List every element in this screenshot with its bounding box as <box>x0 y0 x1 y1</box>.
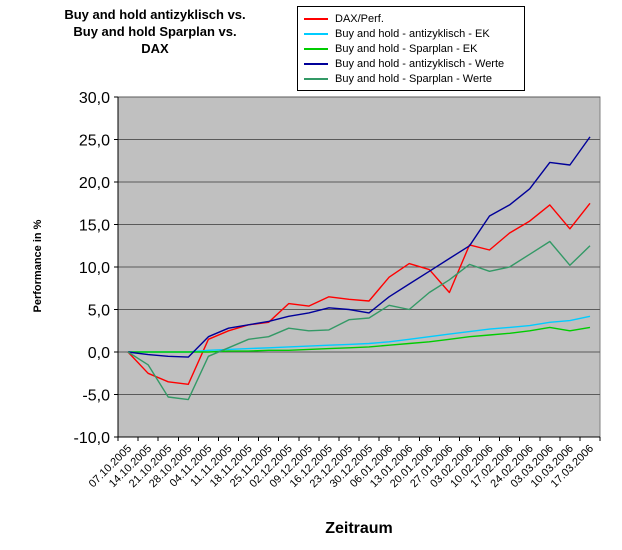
legend-label: Buy and hold - Sparplan - EK <box>335 42 478 55</box>
legend-item: DAX/Perf. <box>304 11 518 26</box>
y-tick-label: 30,0 <box>79 90 110 107</box>
legend-line-sample <box>304 32 328 35</box>
y-tick-label: 15,0 <box>79 218 110 235</box>
legend-line-sample <box>304 17 328 20</box>
y-tick-label: 10,0 <box>79 260 110 277</box>
y-tick-label: 20,0 <box>79 175 110 192</box>
chart-title-line: DAX <box>141 41 169 56</box>
legend-item: Buy and hold - antizyklisch - Werte <box>304 56 518 71</box>
legend-label: Buy and hold - antizyklisch - EK <box>335 27 490 40</box>
x-axis-title: Zeitraum <box>325 520 393 537</box>
series-line-2 <box>128 326 591 353</box>
legend-label: Buy and hold - antizyklisch - Werte <box>335 57 505 70</box>
legend-item: Buy and hold - antizyklisch - EK <box>304 26 518 41</box>
y-axis-title: Performance in % <box>32 219 44 313</box>
series-line-4 <box>127 240 591 401</box>
y-tick-label: -5,0 <box>82 388 110 405</box>
legend-item: Buy and hold - Sparplan - EK <box>304 41 518 56</box>
chart-title: Buy and hold antizyklisch vs. Buy and ho… <box>10 6 300 57</box>
legend-label: DAX/Perf. <box>335 12 384 25</box>
series-line-0 <box>127 202 591 385</box>
legend-label: Buy and hold - Sparplan - Werte <box>335 72 492 85</box>
chart-title-line: Buy and hold Sparplan vs. <box>73 24 237 39</box>
chart-title-line: Buy and hold antizyklisch vs. <box>64 7 246 22</box>
legend-line-sample <box>304 47 328 50</box>
legend-item: Buy and hold - Sparplan - Werte <box>304 71 518 86</box>
legend: DAX/Perf. Buy and hold - antizyklisch - E… <box>297 6 525 91</box>
y-tick-label: 25,0 <box>79 133 110 150</box>
legend-line-sample <box>304 62 328 65</box>
series-line-3 <box>127 136 591 358</box>
y-tick-label: 5,0 <box>88 303 110 320</box>
legend-line-sample <box>304 77 328 80</box>
series-line-1 <box>128 315 591 353</box>
y-tick-label: -10,0 <box>74 430 111 447</box>
y-tick-label: 0,0 <box>88 345 110 362</box>
